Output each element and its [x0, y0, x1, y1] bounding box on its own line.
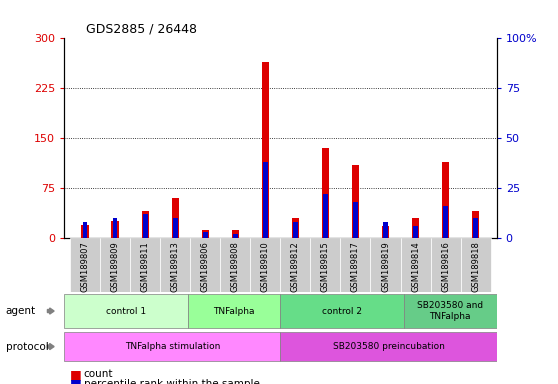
Bar — [232, 230, 239, 238]
Bar — [460, 238, 490, 292]
Text: GSM189815: GSM189815 — [321, 241, 330, 291]
Bar — [340, 238, 371, 292]
Text: protocol: protocol — [6, 341, 49, 352]
Bar — [160, 238, 190, 292]
Bar — [401, 238, 431, 292]
Bar — [143, 214, 147, 238]
Text: GSM189813: GSM189813 — [171, 241, 180, 291]
Text: SB203580 preincubation: SB203580 preincubation — [333, 342, 444, 351]
Text: control 2: control 2 — [322, 306, 362, 316]
Bar — [187, 294, 280, 328]
Bar — [431, 238, 460, 292]
Text: GSM189816: GSM189816 — [441, 241, 450, 291]
Bar — [81, 225, 89, 238]
Text: percentile rank within the sample: percentile rank within the sample — [84, 379, 259, 384]
Bar — [130, 238, 160, 292]
Bar — [404, 294, 497, 328]
Bar — [280, 238, 310, 292]
Text: GSM189806: GSM189806 — [201, 241, 210, 291]
Text: control 1: control 1 — [106, 306, 146, 316]
Bar — [353, 202, 358, 238]
Bar — [112, 222, 119, 238]
Bar — [280, 332, 497, 361]
Text: GSM189811: GSM189811 — [141, 241, 150, 291]
Text: GSM189818: GSM189818 — [471, 241, 480, 291]
Text: ■: ■ — [70, 377, 81, 384]
Bar — [203, 232, 208, 238]
Bar — [113, 218, 118, 238]
Text: GSM189817: GSM189817 — [351, 241, 360, 291]
Bar — [64, 294, 187, 328]
Text: GDS2885 / 26448: GDS2885 / 26448 — [86, 23, 197, 36]
Text: count: count — [84, 369, 113, 379]
Bar — [413, 226, 418, 238]
Bar — [171, 198, 179, 238]
Bar — [383, 222, 388, 238]
Bar — [251, 238, 280, 292]
Text: SB203580 and
TNFalpha: SB203580 and TNFalpha — [417, 301, 483, 321]
Text: GSM189814: GSM189814 — [411, 241, 420, 291]
Bar — [280, 294, 404, 328]
Text: TNFalpha: TNFalpha — [213, 306, 255, 316]
Text: ■: ■ — [70, 368, 81, 381]
Text: GSM189809: GSM189809 — [110, 241, 120, 291]
Text: agent: agent — [6, 306, 36, 316]
Text: GSM189810: GSM189810 — [261, 241, 270, 291]
Bar — [292, 218, 299, 238]
Bar — [83, 222, 88, 238]
Bar — [442, 162, 449, 238]
Bar — [64, 332, 280, 361]
Bar — [262, 62, 269, 238]
Text: TNFalpha stimulation: TNFalpha stimulation — [124, 342, 220, 351]
Bar — [443, 206, 448, 238]
Bar — [322, 148, 329, 238]
Bar — [173, 218, 177, 238]
Text: GSM189819: GSM189819 — [381, 241, 390, 291]
Bar — [263, 162, 268, 238]
Bar — [412, 218, 419, 238]
Text: GSM189812: GSM189812 — [291, 241, 300, 291]
Bar — [293, 222, 297, 238]
Bar — [233, 234, 238, 238]
Bar — [371, 238, 401, 292]
Bar — [100, 238, 130, 292]
Bar — [323, 194, 328, 238]
Text: GSM189807: GSM189807 — [81, 241, 90, 291]
Bar — [472, 212, 479, 238]
Bar — [220, 238, 251, 292]
Text: GSM189808: GSM189808 — [231, 241, 240, 291]
Bar — [142, 212, 149, 238]
Bar — [382, 226, 389, 238]
Bar — [473, 218, 478, 238]
Bar — [201, 230, 209, 238]
Bar — [352, 165, 359, 238]
Bar — [190, 238, 220, 292]
Bar — [70, 238, 100, 292]
Bar — [310, 238, 340, 292]
